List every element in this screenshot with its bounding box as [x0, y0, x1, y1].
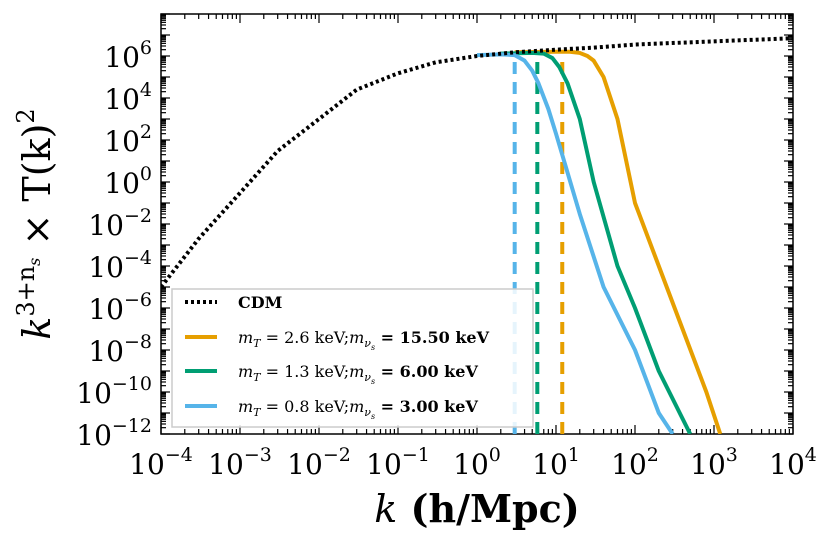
- x-tick-label: 104: [769, 444, 817, 481]
- legend-label-series-2: mT = 1.3 keV;mνs = 6.00 keV: [238, 362, 478, 386]
- y-tick-label: 106: [104, 37, 152, 74]
- x-tick-label: 102: [611, 444, 659, 481]
- y-axis-rest: × T(k): [15, 124, 59, 258]
- svg-text:k3+ns × T(k)2: k3+ns × T(k)2: [12, 108, 59, 339]
- legend-label-cdm: CDM: [238, 293, 282, 312]
- y-tick-label: 102: [104, 121, 152, 158]
- x-tick-labels: 10−4 10−3 10−2 10−1 100 101 102 103 104: [129, 444, 817, 481]
- y-tick-label: 10−4: [88, 247, 152, 284]
- x-axis-label: k (h/Mpc): [374, 486, 580, 531]
- legend: CDM mT = 2.6 keV;mνs = 15.50 keV mT = 1.…: [171, 288, 534, 428]
- x-tick-label: 101: [532, 444, 580, 481]
- y-tick-label: 104: [104, 79, 152, 116]
- x-tick-label: 10−4: [129, 444, 193, 481]
- x-tick-label: 100: [453, 444, 501, 481]
- y-tick-label: 10−12: [76, 415, 152, 452]
- y-tick-label: 10−6: [88, 289, 152, 326]
- series-line-3: [476, 52, 675, 434]
- y-tick-labels: 106 104 102 100 10−2 10−4 10−6 10−8 10−10 10−12: [76, 37, 152, 452]
- y-tick-label: 10−10: [76, 373, 152, 410]
- x-tick-label: 103: [690, 444, 738, 481]
- y-tick-label: 10−8: [88, 331, 152, 368]
- y-tick-label: 100: [104, 163, 152, 200]
- axis-ticks: [160, 13, 794, 435]
- legend-box: [171, 288, 534, 428]
- series-cdm-line: [161, 36, 793, 289]
- series-line-1: [514, 49, 723, 434]
- legend-label-series-3: mT = 0.8 keV;mνs = 3.00 keV: [238, 397, 478, 421]
- series-line-2: [500, 50, 693, 434]
- series-lines: [161, 36, 793, 434]
- x-tick-label: 10−1: [366, 444, 430, 481]
- x-tick-label: 10−2: [287, 444, 351, 481]
- svg-text:k (h/Mpc): k (h/Mpc): [374, 486, 580, 531]
- x-axis-units: (h/Mpc): [397, 486, 579, 531]
- y-axis-exponent: 3+n: [12, 266, 40, 317]
- y-axis-rest-exp: 2: [12, 108, 40, 123]
- y-axis-exponent-sub: s: [25, 258, 44, 266]
- x-tick-label: 10−3: [208, 444, 272, 481]
- y-axis-base: k: [15, 317, 59, 340]
- y-axis-label: k3+ns × T(k)2: [12, 108, 59, 339]
- y-tick-label: 10−2: [88, 205, 152, 242]
- legend-label-series-1: mT = 2.6 keV;mνs = 15.50 keV: [238, 328, 490, 352]
- x-axis-symbol: k: [374, 487, 397, 531]
